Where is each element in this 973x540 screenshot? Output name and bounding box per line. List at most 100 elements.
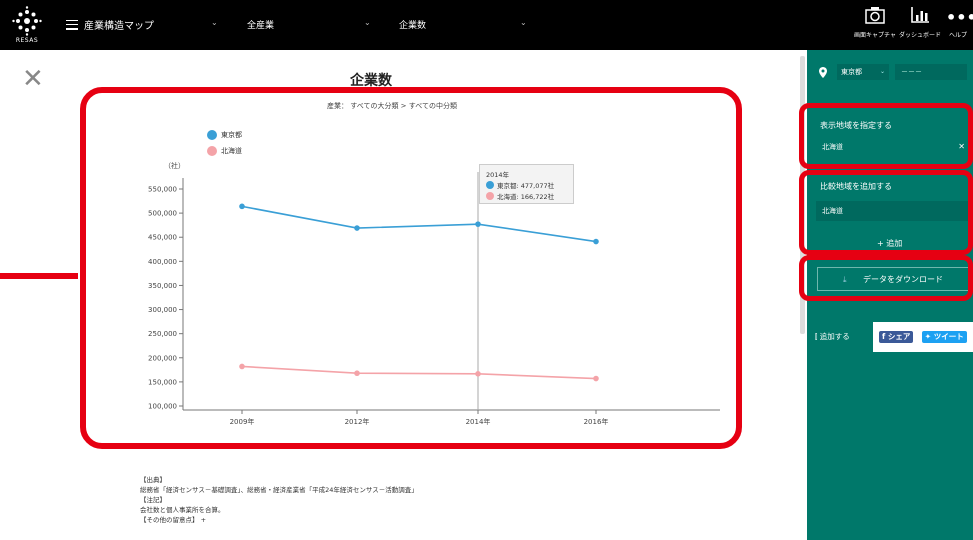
screen-capture-button[interactable]: 画面キャプチャ [850,6,900,39]
compare-region-highlight-frame [799,170,973,255]
facebook-share-button[interactable]: f シェア [879,331,914,343]
camera-icon [850,6,900,30]
legend-item-hokkaido[interactable]: 北海道 [207,143,242,159]
y-tick-label: 300,000 [148,306,177,314]
highlight-pointer-line [0,273,78,279]
legend-label: 東京都 [221,131,242,139]
chevron-down-icon: ⌄ [879,68,885,75]
legend-dot [207,130,217,140]
y-tick-label: 550,000 [148,186,177,194]
data-point [354,225,360,231]
prefecture-select[interactable] [819,67,827,78]
download-highlight-frame [799,255,973,301]
download-icon: ⤓ [842,275,847,284]
data-point [239,363,245,370]
y-tick-label: 200,000 [148,354,177,362]
top-bar: RESAS 産業構造マップ ⌄ 全産業 ⌄ 企業数 ⌄ 画面キャプチャ ダッシュ… [0,0,973,50]
compare-region-select[interactable]: 北海道 [816,201,969,221]
y-tick-label: 450,000 [148,234,177,242]
display-region-value: 北海道 [822,143,843,151]
add-to-label: 追加する [819,332,850,341]
compare-region-title: 比較地域を追加する [820,182,892,191]
remove-region-icon[interactable]: ✕ [958,142,965,151]
help-label: ヘルプ [948,32,967,39]
data-point [239,203,245,210]
line-chart: （社） 100,000 150,000 200,000 250,000 300,000 35… [148,161,720,426]
series-line-tokyo [241,205,597,243]
data-point [593,375,599,382]
prefecture-field[interactable]: 東京都 ⌄ [837,64,889,80]
y-tick-label: 350,000 [148,282,177,290]
x-tick-label: 2016年 [584,417,609,426]
display-region-field[interactable]: 北海道 ✕ [816,137,969,157]
tooltip-row: 北海道: 166,722社 [486,191,567,201]
tooltip-dot [486,181,494,189]
x-tick-label: 2014年 [466,417,491,426]
chart-highlight-frame [80,87,742,449]
y-tick-label: 100,000 [148,403,177,411]
logo-icon [12,6,42,36]
logo-text: RESAS [15,37,39,44]
x-tick-label: 2009年 [230,417,255,426]
legend-dot [207,146,217,156]
y-tick-label: 250,000 [148,330,177,338]
series-line-hokkaido [241,365,597,380]
data-point [593,238,599,245]
chevron-down-icon[interactable]: ⌄ [364,18,371,27]
y-tick-label: 400,000 [148,258,177,266]
hamburger-icon [66,19,78,30]
display-region-highlight-frame [799,103,973,169]
chart-tooltip: 2014年 東京都: 477,077社 北海道: 166,722社 [479,164,574,204]
data-point [354,370,360,377]
share-bar: f シェア ✦ ツイート [873,322,973,352]
prefecture-value: 東京都 [841,68,862,76]
y-tick-label: 500,000 [148,210,177,218]
dashboard-icon: ⫿ [815,332,818,341]
city-value: －－－ [901,68,922,76]
tooltip-row: 東京都: 477,077社 [486,180,567,190]
dashboard-button[interactable]: ダッシュボード [897,6,943,39]
add-region-button[interactable]: + 追加 [877,239,903,248]
x-tick-label: 2012年 [345,417,370,426]
tweet-label: ツイート [933,332,964,341]
more-icon: ••• [946,8,973,27]
location-pin-icon [819,67,827,78]
chevron-down-icon[interactable]: ⌄ [211,18,218,27]
chart-legend: 東京都 北海道 [207,127,242,159]
y-axis-unit-label: （社） [164,161,185,170]
note-line: 会社数と個人事業所を合算。 [140,506,225,514]
data-point [475,221,481,227]
compare-region-value: 北海道 [822,207,843,215]
industry-select[interactable]: 全産業 [247,21,275,31]
city-field[interactable]: －－－ [895,64,967,80]
dashboard-label: ダッシュボード [898,32,941,39]
note-line: 総務省「経済センサス－基礎調査」、総務省・経済産業省「平成24年経済センサス－活… [140,486,418,494]
menu-button[interactable]: 産業構造マップ [66,17,154,32]
chart-subtitle: 産業： すべての大分類 > すべての中分類 [327,102,457,110]
twitter-icon: ✦ [924,332,932,341]
share-label: シェア [887,332,911,341]
legend-label: 北海道 [221,147,242,155]
tooltip-value-hokkaido: 北海道: 166,722社 [497,193,555,201]
menu-label: 産業構造マップ [84,21,154,32]
tooltip-dot [486,192,494,200]
legend-item-tokyo[interactable]: 東京都 [207,127,242,143]
help-button[interactable]: ••• ヘルプ [946,6,973,39]
note-line: 【注記】 [140,496,166,504]
indicator-select[interactable]: 企業数 [399,21,427,31]
note-line: 【出典】 [140,476,166,484]
chart-title: 企業数 [350,73,392,89]
close-icon[interactable]: ✕ [22,64,44,94]
other-notes-toggle[interactable]: 【その他の留意点】 + [140,516,207,524]
dashboard-icon [897,6,943,30]
data-point [475,371,481,377]
resas-logo[interactable]: RESAS [12,6,42,46]
add-to-dashboard-button[interactable]: ⫿ 追加する [815,322,850,352]
sidebar: 東京都 ⌄ －－－ 表示地域を指定する 北海道 ✕ 比較地域を追加する 北海道 … [807,50,973,540]
facebook-icon: f [882,332,886,341]
twitter-tweet-button[interactable]: ✦ ツイート [921,331,967,343]
chevron-down-icon[interactable]: ⌄ [520,18,527,27]
tooltip-value-tokyo: 東京都: 477,077社 [497,182,555,190]
y-tick-label: 150,000 [148,378,177,386]
download-label: データをダウンロード [863,275,944,284]
